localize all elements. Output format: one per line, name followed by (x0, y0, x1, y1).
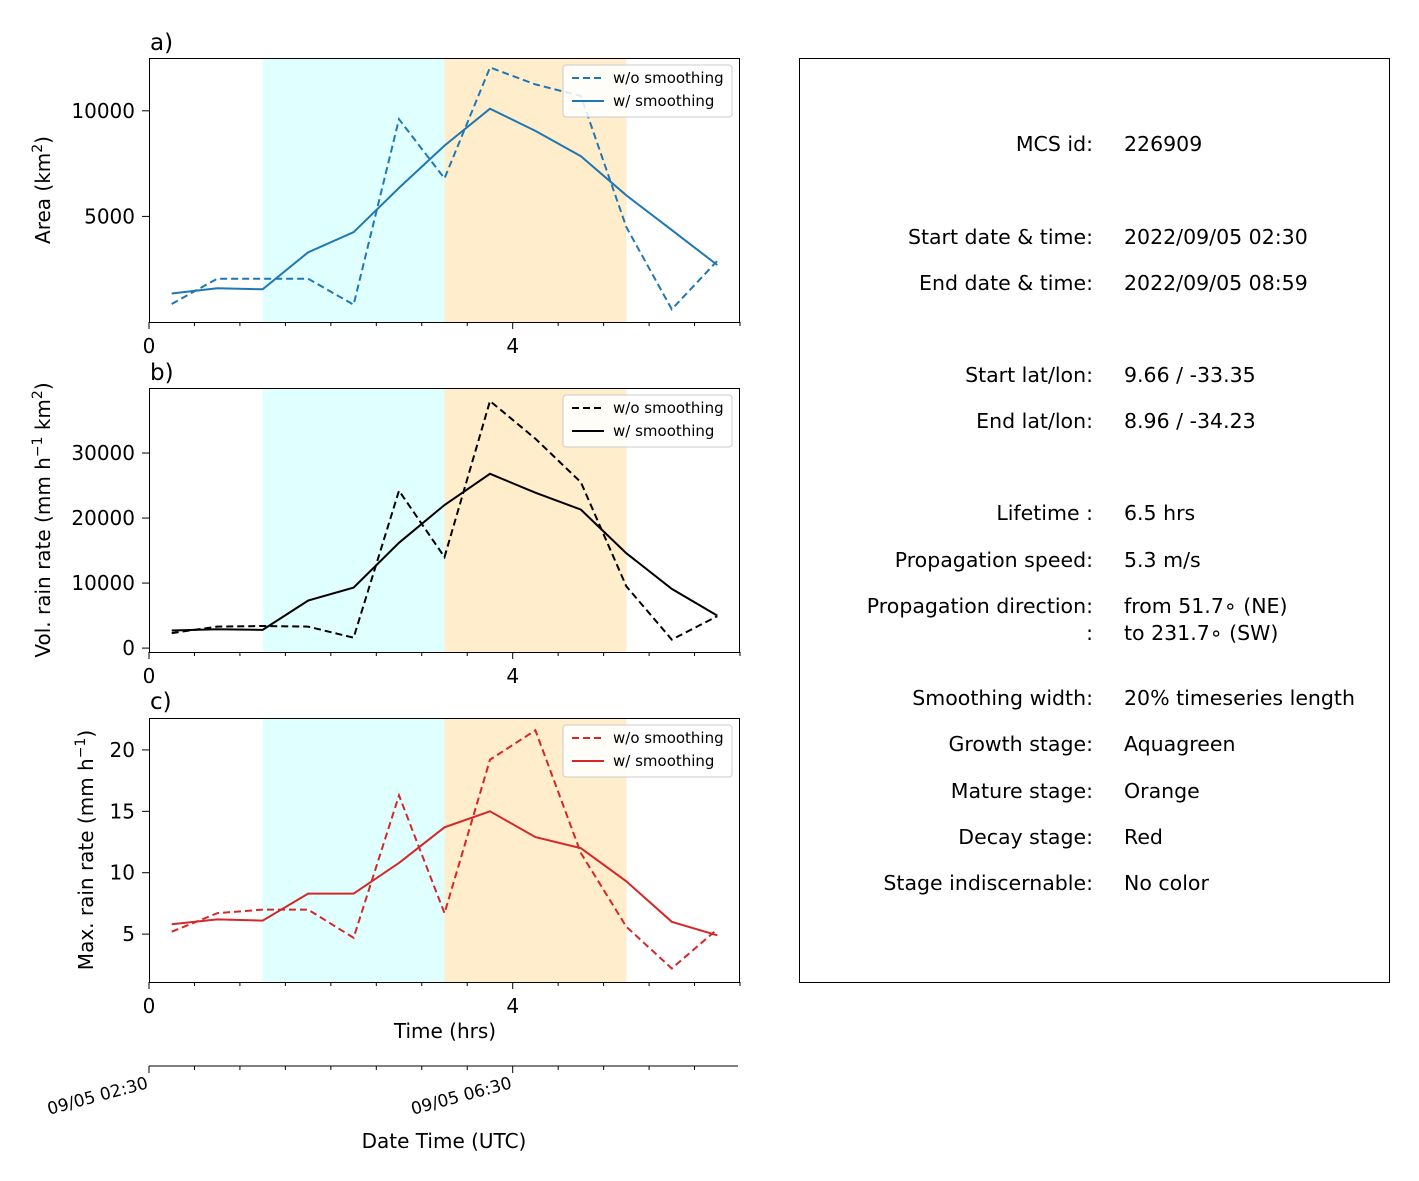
info-box (799, 58, 1390, 983)
legend-entry-label: w/ smoothing (613, 752, 714, 770)
info-panel: MCS id: 226909 Start date & time: 2022/09/0… (799, 58, 1390, 983)
info-value: from 51.7∘ (NE) (1124, 594, 1288, 618)
panel-label-a: a) (150, 30, 173, 56)
panel-area: a) Area (km2) 0 4 5000 10000 w/o smoothing w/… (30, 30, 741, 358)
info-key: Start lat/lon: (965, 363, 1093, 387)
y-axis-label-max: Max. rain rate (mm h−1) (73, 730, 98, 970)
plot-frame (149, 388, 740, 653)
panel-label-b: b) (150, 360, 174, 386)
series-line-smoothed (171, 810, 718, 937)
panel-max-rain-rate: c) Max. rain rate (mm h−1) Time (hrs) 0 4… (73, 689, 741, 1043)
legend-entry-label: w/o smoothing (613, 399, 724, 417)
date-axis-label: Date Time (UTC) (362, 1129, 527, 1153)
info-key: Stage indiscernable: (883, 871, 1093, 895)
info-key: Smoothing width: (912, 686, 1093, 710)
y-tick-label: 20000 (71, 506, 135, 530)
series-line-unsmoothed (171, 66, 719, 311)
x-tick-label: 4 (506, 664, 519, 688)
series-line-smoothed (171, 472, 718, 632)
plot-frame (149, 58, 740, 323)
x-tick-label: 4 (506, 334, 519, 358)
info-value: 226909 (1124, 132, 1202, 156)
info-value: Red (1124, 825, 1163, 849)
y-tick-label: 30000 (71, 441, 135, 465)
info-key: Propagation direction: (867, 594, 1093, 618)
info-value: No color (1124, 871, 1209, 895)
info-value: Aquagreen (1124, 732, 1235, 756)
legend-entry-label: w/o smoothing (613, 69, 724, 87)
y-tick-label: 20 (110, 738, 135, 762)
y-tick-label: 10000 (71, 571, 135, 595)
info-key: Mature stage: (951, 779, 1093, 803)
growth-stage-band (262, 58, 445, 322)
y-axis-label-area: Area (km2) (30, 136, 55, 244)
info-value: 6.5 hrs (1124, 501, 1195, 525)
info-key: End lat/lon: (976, 409, 1093, 433)
x-tick-label: 4 (506, 994, 519, 1018)
info-key: Growth stage: (948, 732, 1093, 756)
y-tick-label: 15 (110, 799, 135, 823)
growth-stage-band (262, 388, 445, 652)
y-axis-label-volume: Vol. rain rate (mm h−1 km2) (30, 382, 55, 657)
series-line-unsmoothed (171, 728, 718, 970)
panel-label-c: c) (150, 689, 172, 715)
legend-entry-label: w/ smoothing (613, 422, 714, 440)
info-key: MCS id: (1016, 132, 1093, 156)
info-key: Lifetime : (996, 501, 1093, 525)
series-line-smoothed (171, 107, 718, 295)
info-value: 8.96 / -34.23 (1124, 409, 1256, 433)
legend-box (562, 394, 733, 448)
legend-entry-label: w/o smoothing (613, 729, 724, 747)
info-value: 5.3 m/s (1124, 548, 1201, 572)
info-value: to 231.7∘ (SW) (1124, 621, 1278, 645)
y-tick-label: 5 (122, 922, 135, 946)
y-tick-label: 10 (110, 861, 135, 885)
info-value: 9.66 / -33.35 (1124, 363, 1256, 387)
date-tick-label: 09/05 06:30 (409, 1074, 514, 1120)
legend-box (562, 724, 733, 778)
plot-frame (149, 718, 740, 983)
info-value: 2022/09/05 08:59 (1124, 271, 1308, 295)
growth-stage-band (262, 718, 445, 982)
x-tick-label: 0 (143, 664, 156, 688)
series-line-unsmoothed (171, 399, 718, 641)
date-axis: Date Time (UTC) 09/05 02:30 09/05 06:30 (45, 1065, 738, 1153)
info-key: Propagation speed: (895, 548, 1093, 572)
x-axis-label-time: Time (hrs) (393, 1019, 496, 1043)
info-key: Decay stage: (958, 825, 1093, 849)
legend-entry-label: w/ smoothing (613, 92, 714, 110)
info-value: 2022/09/05 02:30 (1124, 225, 1308, 249)
info-key: : (1086, 621, 1093, 645)
legend-box (562, 64, 733, 118)
info-value: 20% timeseries length (1124, 686, 1355, 710)
panel-volume-rain-rate: b) Vol. rain rate (mm h−1 km2) 0 4 0 10000 2… (30, 360, 741, 688)
x-tick-label: 0 (143, 334, 156, 358)
y-tick-label: 10000 (71, 99, 135, 123)
y-tick-label: 0 (122, 636, 135, 660)
info-value: Orange (1124, 779, 1200, 803)
info-key: Start date & time: (908, 225, 1093, 249)
y-tick-label: 5000 (84, 204, 135, 228)
date-tick-label: 09/05 02:30 (45, 1074, 150, 1120)
x-tick-label: 0 (143, 994, 156, 1018)
info-key: End date & time: (919, 271, 1093, 295)
